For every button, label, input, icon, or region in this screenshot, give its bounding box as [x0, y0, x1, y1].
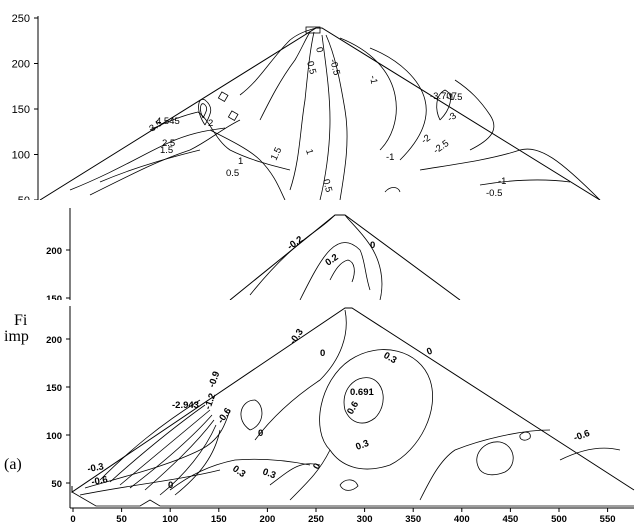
contour-lines-top	[69, 27, 601, 200]
contour-label-top: 0.5	[320, 178, 334, 194]
x-tick-label-bottom: 550	[600, 514, 616, 525]
contour-label-top: 2	[208, 118, 213, 129]
dam-outline-middle	[229, 214, 461, 300]
contour-label-bottom: -0.9	[206, 370, 222, 389]
contour-label-top: 0.5	[226, 168, 239, 179]
x-tick-label-bottom: 400	[454, 514, 470, 525]
caption-fragment-2: imp	[4, 328, 29, 345]
contour-label-top: 1	[303, 148, 315, 156]
y-ticks-middle: 200 150	[46, 246, 70, 300]
y-tick-label-top: 200	[12, 59, 30, 71]
y-tick-label-bottom: 100	[46, 431, 62, 442]
y-ticks-top: 250 200 150 100 50	[12, 13, 38, 200]
contour-label-top: 4.545	[156, 116, 180, 127]
dam-outline-bottom	[71, 307, 635, 493]
contour-label-bottom: -0.3	[87, 461, 105, 475]
contour-label-bottom: 0.3	[382, 350, 399, 366]
caption-fragment-3: (a)	[4, 456, 22, 473]
y-tick-label-bottom: 150	[46, 383, 62, 394]
contour-plot-bottom-svg: 200 150 100 50 0 50 100 150 200 250 300 350 400 450 5…	[46, 306, 635, 525]
contour-plot-middle: 200 150 -0.2 0 0.2	[0, 200, 640, 300]
contour-label-top: 1.5	[160, 145, 173, 156]
contour-label-top: -0.5	[486, 188, 502, 199]
y-tick-label-bottom: 50	[51, 479, 62, 490]
contour-label-bottom: 0.3	[354, 438, 370, 453]
x-tick-label-bottom: 300	[357, 514, 373, 525]
contour-label-bottom: 0.3	[261, 466, 277, 481]
y-tick-label-top: 100	[12, 150, 30, 162]
y-tick-label-top: 150	[12, 104, 30, 116]
contour-label-top: -1	[367, 75, 379, 85]
contour-labels-bottom: -2.943-0.9-1.2-0.600.30 0.30.6910.60.30-0…	[87, 327, 592, 491]
contour-label-bottom: -0.3	[287, 327, 305, 347]
contour-label-middle: 0	[370, 240, 375, 251]
contour-label-top: -1	[498, 176, 506, 187]
contour-label-bottom: -2.943	[172, 400, 199, 411]
contour-label-top: -3.707	[430, 91, 457, 102]
contour-label-top: 0.5	[304, 60, 318, 76]
contour-label-top: 1.5	[269, 146, 285, 163]
caption-fragment-1: Fi	[14, 312, 28, 329]
contour-lines-middle	[249, 214, 383, 300]
contour-label-top: -2	[419, 133, 432, 147]
x-tick-label-bottom: 200	[259, 514, 275, 525]
contour-label-bottom: 0	[425, 346, 434, 358]
y-tick-label-middle: 150	[46, 294, 62, 300]
x-tick-label-bottom: 100	[162, 514, 178, 525]
contour-label-bottom: 0	[320, 348, 325, 359]
contour-label-bottom: 0	[258, 428, 263, 439]
x-ticks-bottom: 0 50 100 150 200 250 300 350 400 450 500 550	[70, 508, 616, 525]
x-tick-label-bottom: 450	[502, 514, 518, 525]
contour-label-top: 0	[313, 46, 325, 54]
y-tick-label-middle: 200	[46, 246, 62, 257]
contour-label-middle: -0.2	[285, 234, 305, 252]
y-ticks-bottom: 200 150 100 50	[46, 335, 70, 490]
contour-labels-top: 4.5453.52.521.510.5-0.5-1-1.5-2-2.5-3-3.…	[147, 46, 506, 199]
y-tick-label-bottom: 200	[46, 335, 62, 346]
contour-label-top: 2.5	[162, 138, 175, 149]
contour-label-bottom: 0.3	[230, 463, 247, 480]
contour-label-top: -2.5	[431, 138, 451, 156]
contour-label-bottom: -1.2	[202, 392, 218, 411]
y-tick-label-top: 50	[18, 195, 30, 200]
contour-labels-middle: -0.2 00.2	[285, 234, 375, 268]
x-tick-label-bottom: 350	[405, 514, 421, 525]
contour-label-top: -0.5	[327, 58, 342, 77]
contour-label-bottom: -0.6	[91, 474, 109, 488]
x-tick-label-bottom: 500	[551, 514, 567, 525]
contour-label-bottom: 0.691	[350, 387, 374, 398]
contour-label-top: -1.5	[446, 92, 462, 103]
dam-outline-top	[39, 27, 601, 200]
x-tick-label-bottom: 0	[70, 514, 75, 525]
contour-label-bottom: -0.6	[572, 428, 591, 444]
x-tick-label-bottom: 150	[211, 514, 227, 525]
contour-lines-bottom	[79, 309, 621, 501]
contour-label-top: 1	[238, 156, 243, 167]
contour-label-bottom: -0.6	[215, 406, 233, 426]
x-tick-label-bottom: 50	[116, 514, 127, 525]
y-tick-label-top: 250	[12, 13, 30, 25]
contour-label-top: -3	[445, 111, 458, 125]
contour-plot-bottom: 200 150 100 50 0 50 100 150 200 250 300 350 400 450 5…	[0, 300, 640, 526]
contour-label-bottom: 0	[168, 480, 173, 491]
contour-label-bottom: 0	[311, 461, 323, 471]
contour-label-top: -1	[386, 152, 394, 163]
contour-label-bottom: 0.6	[345, 400, 361, 417]
x-tick-label-bottom: 250	[308, 514, 324, 525]
